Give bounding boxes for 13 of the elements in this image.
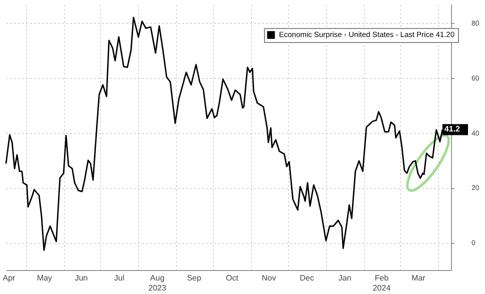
x-tick-label: Dec [300,274,314,282]
x-tick-label: Jul [114,274,125,282]
x-tick-label: Sep [186,274,202,282]
x-tick-label: Aug 2023 [148,274,167,292]
x-tick-label: Oct [226,274,240,282]
x-tick-label: Nov [262,274,276,282]
x-tick-label: Jan [338,274,352,282]
annotation: 41.2 [444,124,461,134]
x-tick-label: Feb 2024 [372,274,392,292]
x-tick-label: Mar [412,274,426,282]
x-tick-label: May [36,274,52,282]
x-tick-label: Jun [74,274,88,282]
x-tick-label: Apr [2,274,16,282]
